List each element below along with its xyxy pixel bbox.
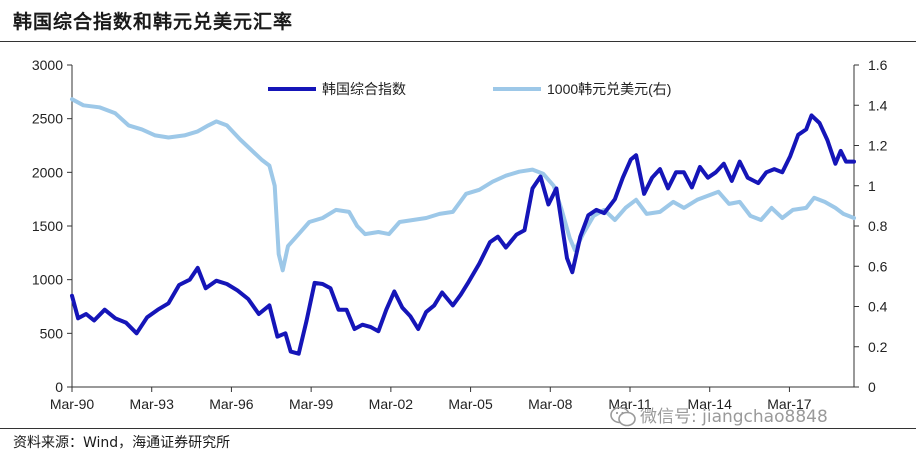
x-axis-tick-label: Mar-90 [50, 396, 95, 412]
wechat-icon [610, 406, 636, 427]
x-axis-tick-label: Mar-08 [528, 396, 573, 412]
right-axis-tick-label: 0 [868, 379, 876, 395]
chart-title: 韩国综合指数和韩元兑美元汇率 [13, 11, 294, 33]
left-axis-tick-label: 1000 [32, 272, 63, 288]
krw-usd-series-line [70, 97, 856, 273]
chart-legend: 韩国综合指数 1000韩元兑美元(右) [268, 81, 671, 97]
left-axis-tick-label: 2500 [32, 111, 63, 127]
right-axis-tick-label: 1.4 [868, 97, 888, 113]
line-chart: 0 500 1000 1500 2000 2500 3000 0 0.2 0.4 0.6 0.8 1 1.… [32, 57, 888, 412]
watermark-text: 微信号: jiangchao8848 [640, 407, 828, 427]
chart-axes: 0 500 1000 1500 2000 2500 3000 0 0.2 0.4 0.6 0.8 1 1.… [32, 57, 888, 412]
x-axis-tick-label: Mar-99 [289, 396, 334, 412]
right-axis-tick-label: 0.2 [868, 339, 888, 355]
kospi-series-line [70, 113, 856, 356]
top-divider [0, 41, 916, 42]
right-axis-tick-label: 1.6 [868, 57, 888, 73]
x-axis-tick-label: Mar-02 [369, 396, 414, 412]
left-axis-tick-label: 2000 [32, 164, 63, 180]
legend-label-krw: 1000韩元兑美元(右) [547, 81, 671, 97]
right-axis-tick-label: 0.4 [868, 299, 888, 315]
left-axis-tick-label: 3000 [32, 57, 63, 73]
watermark: 微信号: jiangchao8848 [610, 402, 828, 428]
left-axis-tick-label: 1500 [32, 218, 63, 234]
left-axis-tick-label: 0 [55, 379, 63, 395]
legend-label-kospi: 韩国综合指数 [322, 81, 406, 97]
right-axis-tick-label: 1 [868, 178, 876, 194]
right-axis-tick-label: 0.8 [868, 218, 888, 234]
x-axis-tick-label: Mar-93 [130, 396, 175, 412]
left-axis-tick-label: 500 [40, 325, 64, 341]
x-axis-tick-label: Mar-05 [448, 396, 493, 412]
x-axis-tick-label: Mar-14 [688, 396, 733, 412]
right-axis-tick-label: 1.2 [868, 138, 888, 154]
x-axis-tick-label: Mar-17 [767, 396, 812, 412]
bottom-divider [0, 428, 916, 429]
right-axis-tick-label: 0.6 [868, 258, 888, 274]
x-axis-tick-label: Mar-96 [209, 396, 254, 412]
chart-series [70, 97, 856, 356]
source-note: 资料来源：Wind，海通证券研究所 [13, 435, 231, 451]
